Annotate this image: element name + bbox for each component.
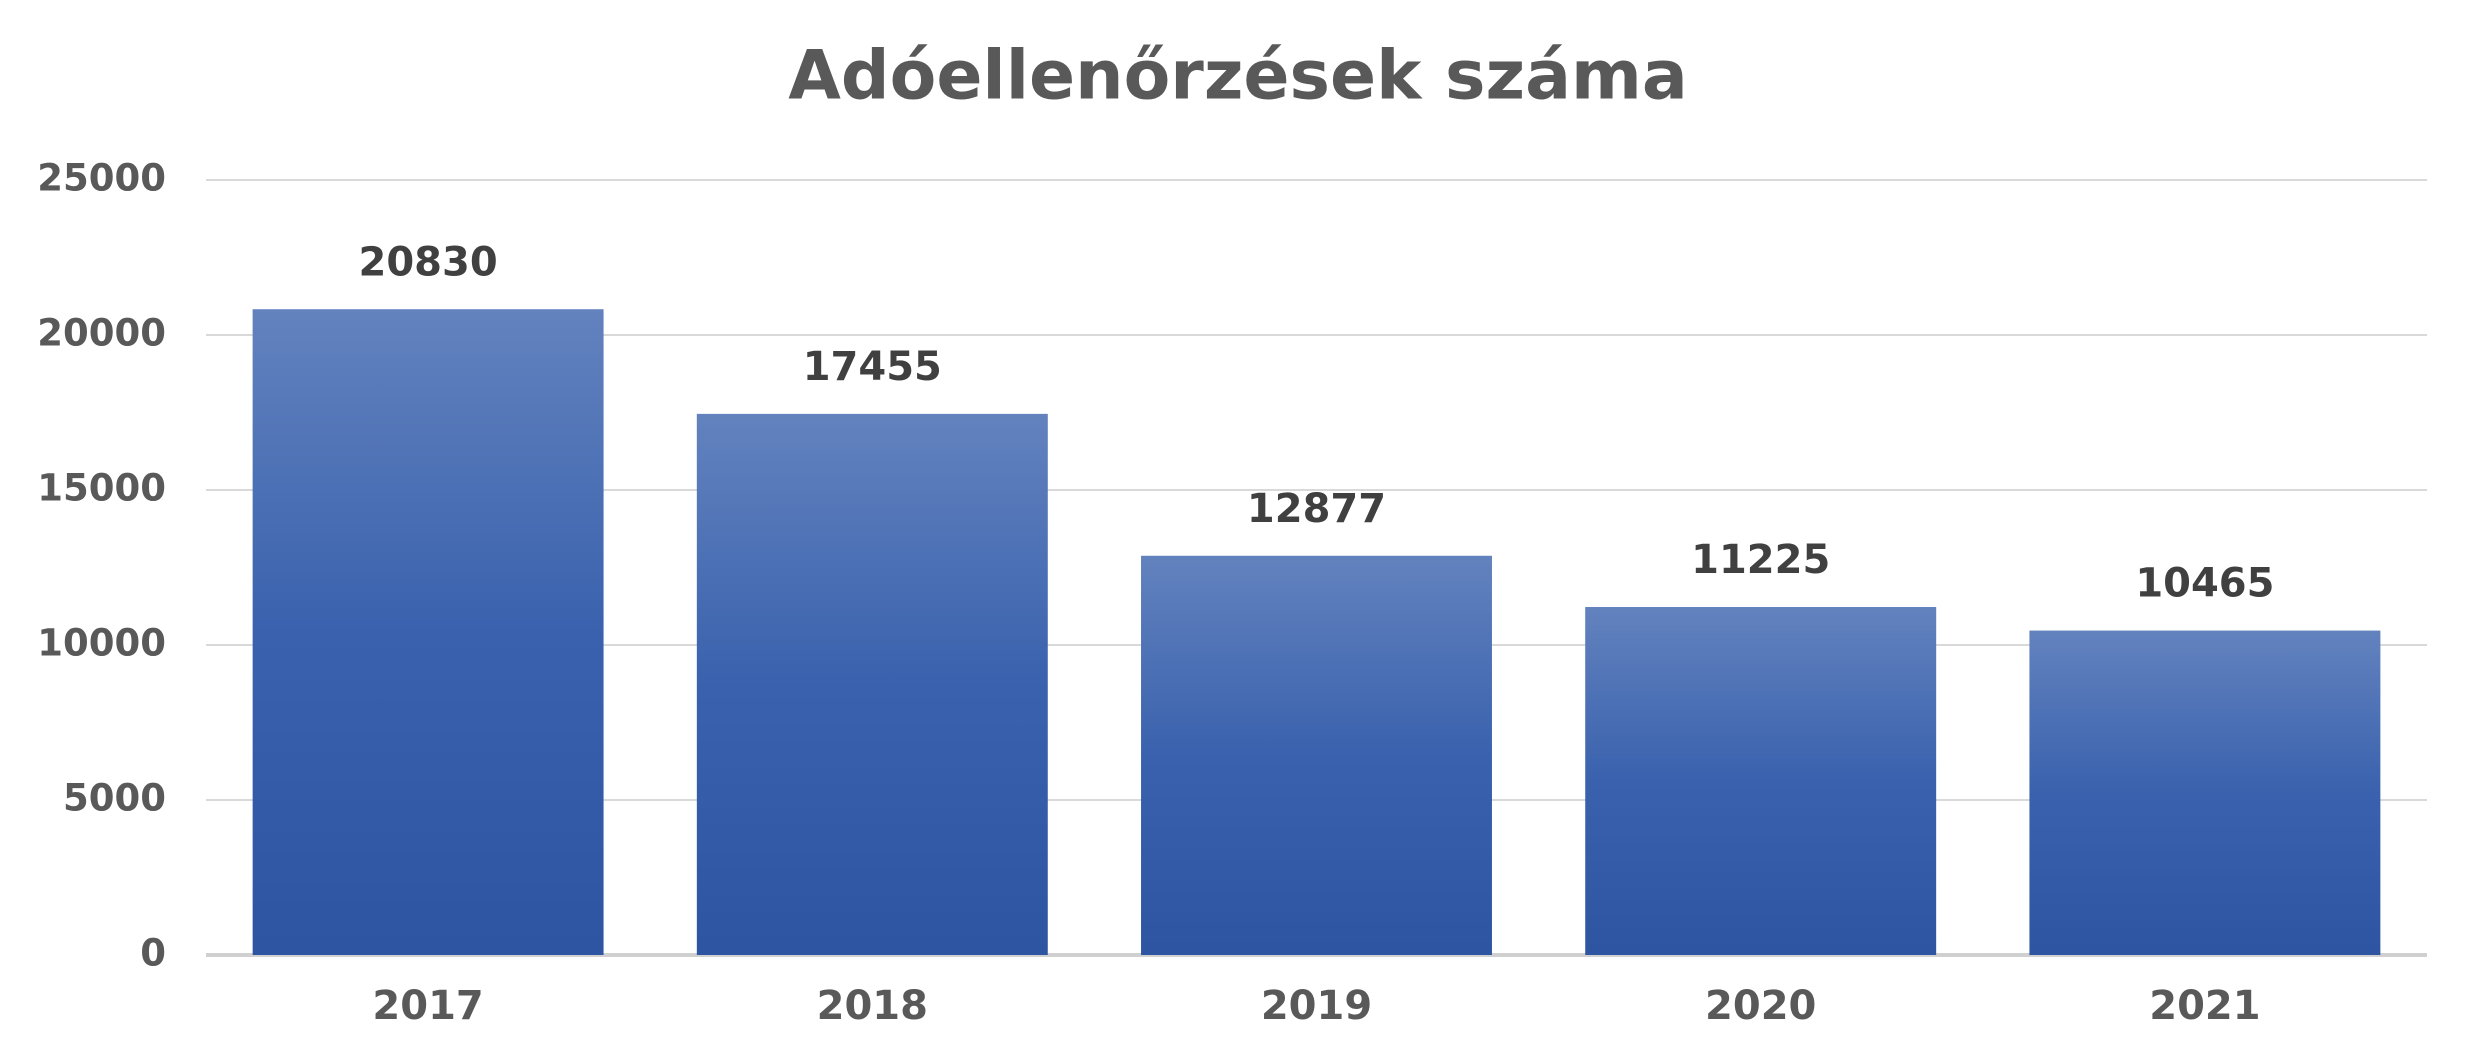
value-label: 17455: [803, 344, 942, 390]
x-tick-label: 2018: [817, 983, 928, 1029]
y-tick-label: 20000: [37, 312, 166, 355]
value-label: 20830: [359, 239, 498, 285]
y-tick-label: 0: [140, 932, 166, 975]
y-tick-label: 15000: [37, 467, 166, 510]
bar-shine: [696, 413, 1048, 955]
x-tick-label: 2017: [372, 983, 483, 1029]
value-label: 10465: [2135, 561, 2274, 607]
x-tick-label: 2019: [1261, 983, 1372, 1029]
x-tick-label: 2021: [2149, 983, 2260, 1029]
y-tick-label: 5000: [63, 777, 166, 820]
chart-title: Adóellenőrzések száma: [788, 37, 1687, 116]
y-tick-label: 25000: [37, 157, 166, 200]
y-tick-label: 10000: [37, 622, 166, 665]
bar-shine: [1141, 555, 1492, 955]
value-label: 11225: [1691, 537, 1830, 583]
bar-shine: [252, 309, 604, 955]
bar-shine: [1585, 607, 1937, 955]
value-label: 12877: [1247, 486, 1386, 532]
x-tick-label: 2020: [1705, 983, 1816, 1029]
bar-shine: [2029, 630, 2381, 955]
